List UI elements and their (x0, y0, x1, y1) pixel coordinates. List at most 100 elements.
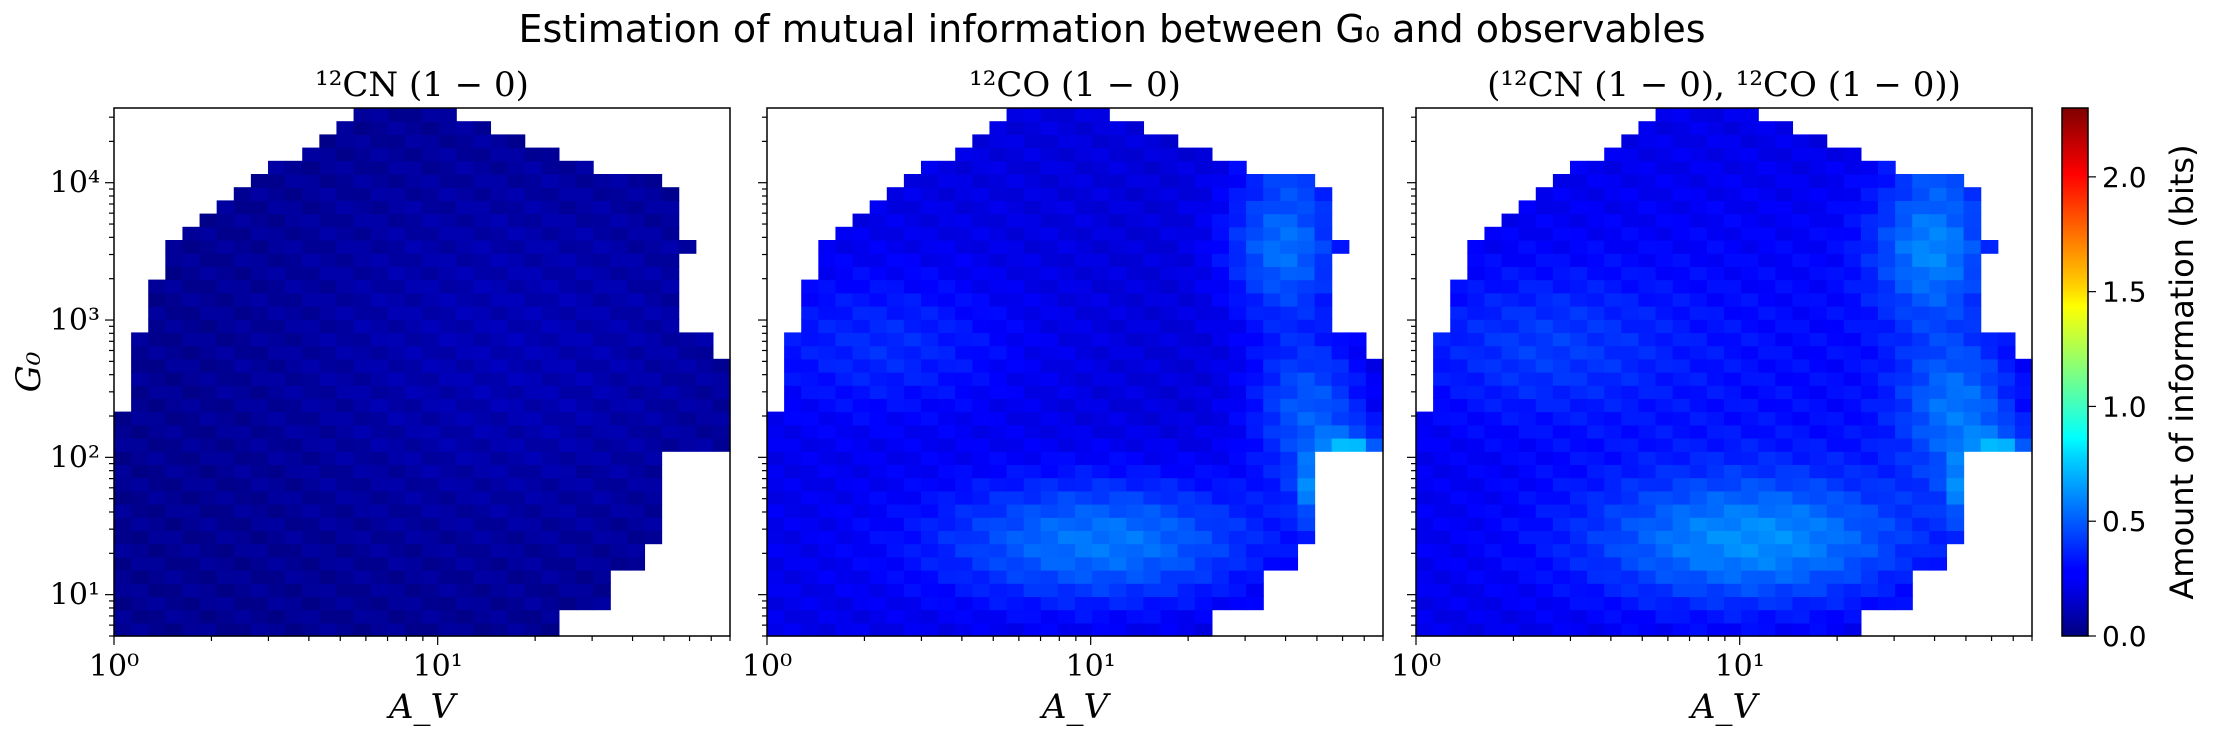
heatmap-cell (250, 438, 269, 452)
heatmap-cell (1023, 332, 1042, 347)
heatmap-cell (1006, 187, 1025, 201)
heatmap-cell (1963, 306, 1982, 320)
heatmap-cell (353, 451, 372, 465)
heatmap-cell (558, 174, 577, 188)
heatmap-cell (1741, 411, 1759, 426)
heatmap-cell (1912, 174, 1930, 188)
heatmap-cell (285, 411, 303, 426)
heatmap-cell (1706, 213, 1725, 228)
heatmap-cell (1552, 556, 1571, 571)
heatmap-cell (541, 464, 560, 479)
heatmap-cell (1450, 517, 1468, 531)
heatmap-cell (1194, 240, 1213, 254)
heatmap-cell (1143, 398, 1162, 413)
heatmap-cell (1246, 358, 1264, 373)
heatmap-cell (319, 517, 338, 531)
heatmap-cell (1057, 438, 1076, 452)
heatmap-cell (1587, 583, 1605, 597)
heatmap-cell (250, 358, 269, 373)
heatmap-cell (473, 134, 492, 149)
heatmap-cell (1057, 306, 1076, 320)
heatmap-cell (1229, 398, 1247, 413)
heatmap-cell (1280, 504, 1299, 518)
heatmap-cell (989, 187, 1008, 201)
heatmap-cell (1724, 543, 1742, 558)
heatmap-cell (182, 438, 201, 452)
heatmap-cell (1160, 292, 1179, 307)
heatmap-cell (490, 279, 509, 294)
heatmap-cell (541, 160, 560, 175)
heatmap-cell (1501, 622, 1520, 637)
heatmap-cell (1912, 517, 1930, 531)
heatmap-cell (1741, 174, 1759, 188)
heatmap-cell (114, 424, 132, 439)
heatmap-cell (1843, 332, 1862, 347)
heatmap-cell (1860, 358, 1879, 373)
heatmap-cell (165, 451, 184, 465)
heatmap-cell (1758, 319, 1776, 333)
heatmap-cell (387, 596, 406, 611)
heatmap-cell (182, 306, 201, 320)
heatmap-cell (1638, 121, 1657, 135)
heatmap-cell (319, 464, 338, 479)
heatmap-cell (1126, 398, 1145, 413)
heatmap-cell (456, 292, 474, 307)
heatmap-cell (336, 319, 355, 333)
heatmap-cell (869, 570, 888, 584)
heatmap-cell (336, 160, 355, 175)
heatmap-cell (1689, 358, 1708, 373)
heatmap-cell (955, 504, 973, 518)
heatmap-cell (818, 438, 837, 452)
heatmap-cell (302, 226, 320, 241)
heatmap-cell (558, 332, 577, 347)
heatmap-cell (1809, 596, 1828, 611)
heatmap-cell (1433, 504, 1451, 518)
heatmap-cell (921, 411, 939, 426)
heatmap-cell (404, 253, 423, 267)
heatmap-cell (938, 424, 956, 439)
heatmap-cell (955, 332, 973, 347)
heatmap-cell (593, 266, 611, 281)
heatmap-cell (1040, 240, 1059, 254)
heatmap-cell (938, 358, 956, 373)
heatmap-cell (1501, 292, 1520, 307)
heatmap-cell (1075, 134, 1093, 149)
heatmap-cell (1758, 213, 1776, 228)
heatmap-cell (1092, 306, 1110, 320)
heatmap-cell (1006, 306, 1025, 320)
heatmap-cell (1980, 332, 1999, 347)
heatmap-cell (1775, 226, 1794, 241)
heatmap-cell (387, 134, 406, 149)
heatmap-cell (869, 253, 888, 267)
heatmap-cell (921, 517, 939, 531)
heatmap-cell (1023, 160, 1042, 175)
heatmap-cell (250, 530, 269, 545)
colorbar-tick-label: 2.0 (2102, 161, 2147, 194)
heatmap-cell (1126, 174, 1145, 188)
heatmap-cell (233, 411, 252, 426)
heatmap-cell (422, 609, 440, 624)
heatmap-cell (1075, 451, 1093, 465)
heatmap-cell (541, 279, 560, 294)
heatmap-cell (1433, 372, 1451, 386)
heatmap-cell (1706, 464, 1725, 479)
heatmap-cell (1638, 200, 1657, 215)
heatmap-cell (233, 556, 252, 571)
heatmap-cell (1467, 477, 1486, 492)
heatmap-cell (938, 411, 956, 426)
heatmap-cell (1143, 292, 1162, 307)
heatmap-cell (1689, 319, 1708, 333)
heatmap-cell (387, 477, 406, 492)
heatmap-cell (1211, 570, 1230, 584)
heatmap-cell (148, 385, 166, 399)
heatmap-cell (473, 200, 492, 215)
heatmap-cell (182, 477, 201, 492)
heatmap-cell (1143, 517, 1162, 531)
heatmap-cell (955, 213, 973, 228)
heatmap-cell (456, 490, 474, 505)
heatmap-cell (1501, 213, 1520, 228)
heatmap-cell (131, 556, 149, 571)
heatmap-cell (1792, 266, 1811, 281)
